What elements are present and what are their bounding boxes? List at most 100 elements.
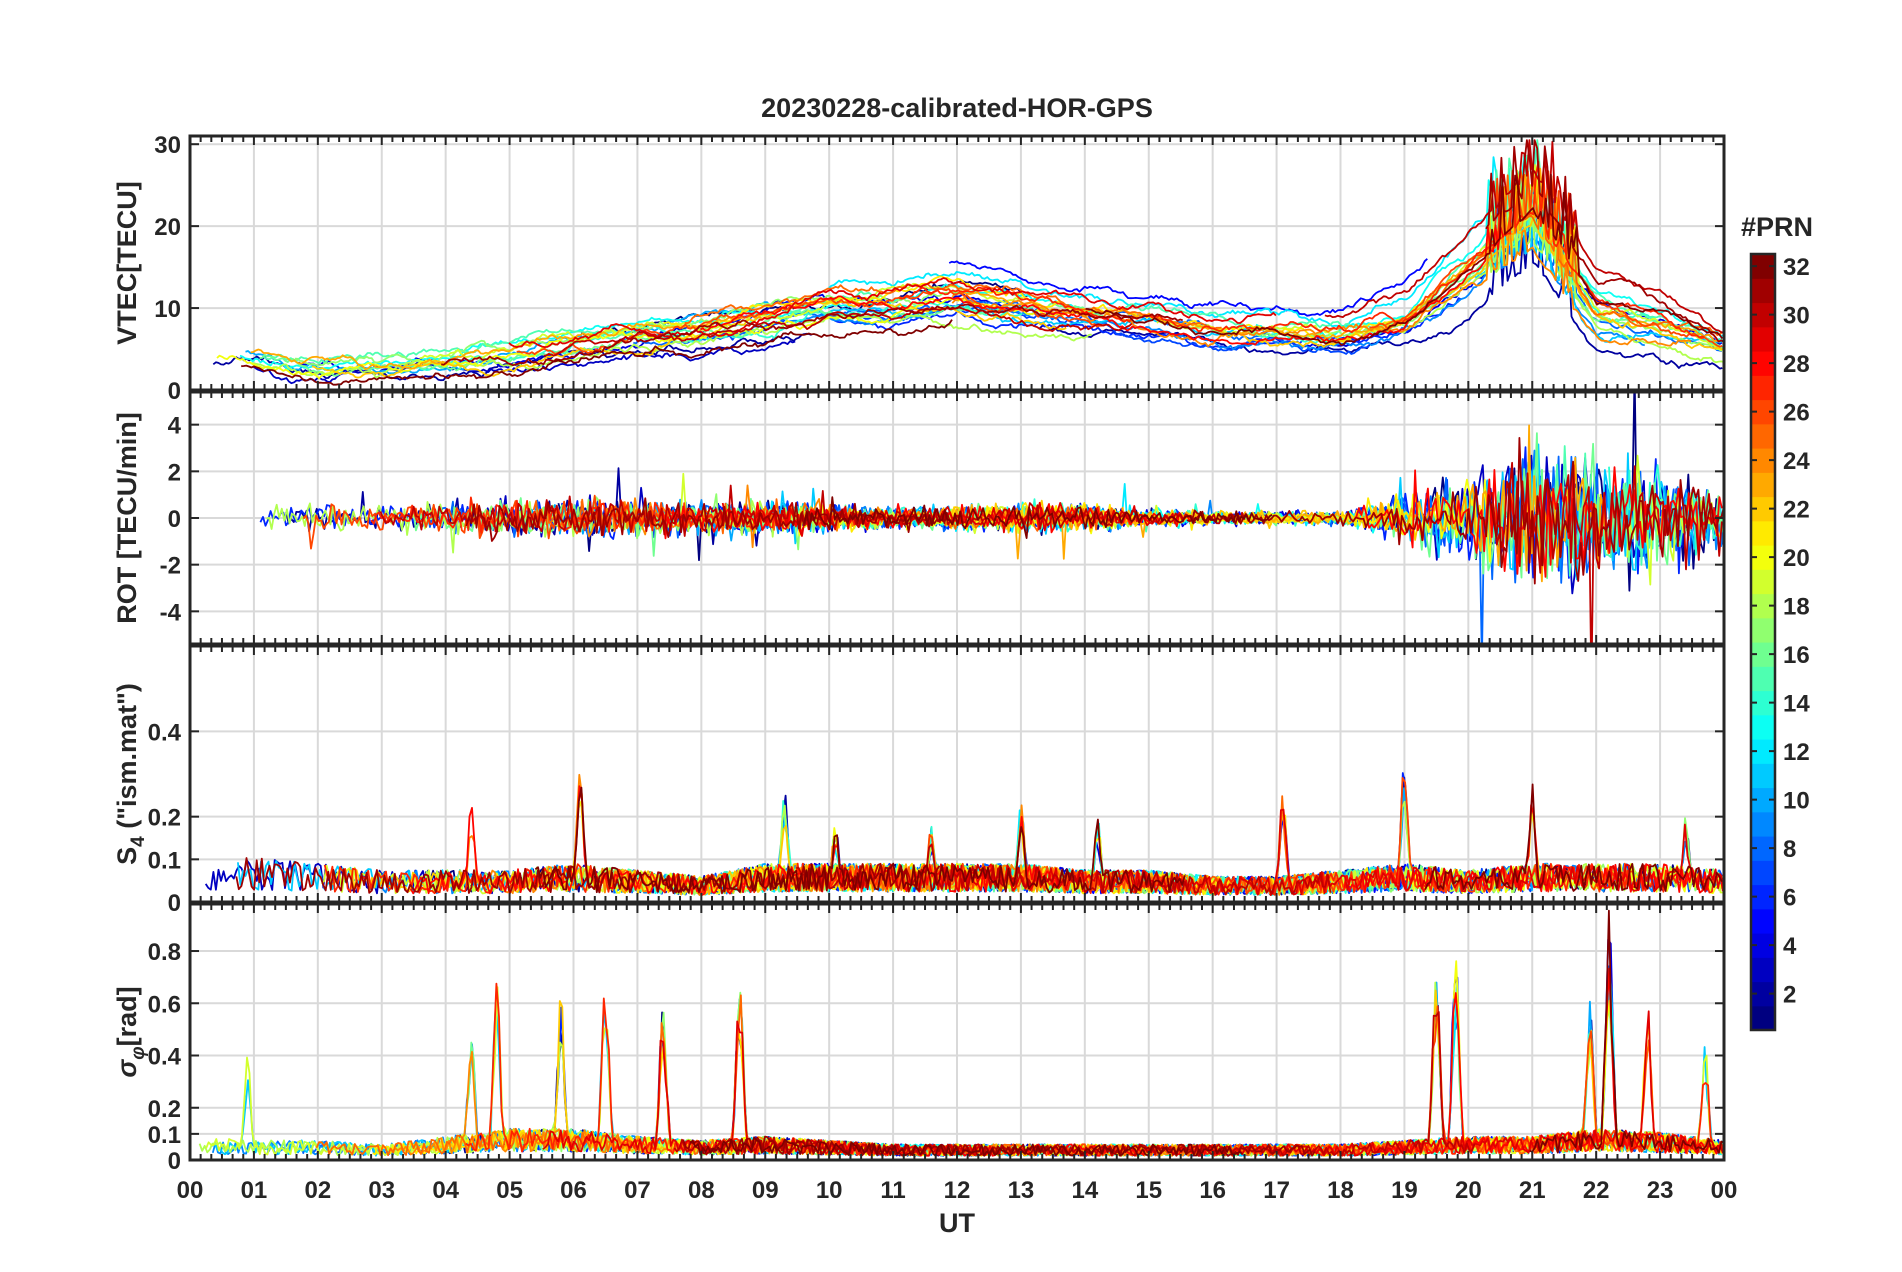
colorbar-swatch bbox=[1751, 957, 1775, 983]
y-tick-label-rot: -4 bbox=[160, 599, 182, 626]
x-tick-label: 16 bbox=[1199, 1177, 1226, 1204]
x-tick-label: 22 bbox=[1583, 1177, 1610, 1204]
y-tick-label-sigma_phi: 0.6 bbox=[148, 991, 181, 1018]
colorbar-tick-label: 12 bbox=[1783, 739, 1810, 766]
x-tick-label: 17 bbox=[1263, 1177, 1290, 1204]
series-vtec-prn-32 bbox=[1085, 173, 1723, 346]
y-tick-label-s4: 0.1 bbox=[148, 847, 181, 874]
x-axis-label: UT bbox=[939, 1208, 975, 1238]
series-vtec-prn-30 bbox=[1324, 139, 1724, 334]
colorbar-swatch bbox=[1751, 714, 1775, 740]
x-tick-label: 03 bbox=[368, 1177, 395, 1204]
x-tick-label: 12 bbox=[944, 1177, 971, 1204]
series-vtec-prn-18 bbox=[250, 313, 1092, 379]
colorbar-swatch bbox=[1751, 278, 1775, 304]
colorbar-tick-label: 28 bbox=[1783, 351, 1810, 378]
y-axis-label-s4: S4 ("ism.mat") bbox=[112, 683, 149, 865]
y-tick-label-rot: 4 bbox=[168, 413, 182, 440]
series-vtec-prn-27 bbox=[898, 160, 1705, 339]
x-tick-label: 09 bbox=[752, 1177, 779, 1204]
series-vtec-prn-25 bbox=[684, 283, 1222, 330]
colorbar-swatch bbox=[1751, 326, 1775, 352]
series-sigma_phi-prn-32 bbox=[689, 1136, 1243, 1157]
colorbar-swatch bbox=[1751, 569, 1775, 595]
x-tick-label: 00 bbox=[177, 1177, 204, 1204]
series-rot-prn-30 bbox=[1490, 461, 1723, 644]
y-tick-label-s4: 0.2 bbox=[148, 805, 181, 832]
x-tick-label: 00 bbox=[1711, 1177, 1738, 1204]
series-rot-prn-30 bbox=[379, 484, 1246, 537]
colorbar-tick-label: 20 bbox=[1783, 545, 1810, 572]
colorbar-tick-label: 24 bbox=[1783, 448, 1810, 475]
colorbar-tick-label: 8 bbox=[1783, 836, 1796, 863]
colorbar-tick-label: 2 bbox=[1783, 982, 1796, 1009]
y-tick-label-vtec: 0 bbox=[168, 378, 181, 405]
series-sigma_phi-prn-29 bbox=[1203, 1010, 1724, 1157]
series-vtec-prn-31 bbox=[1485, 139, 1724, 343]
panel-sigma-phi: 00.10.2 0.4 0.6 0.8 σφ[rad] bbox=[112, 902, 1726, 1175]
series-sigma_phi-prn-32 bbox=[1529, 909, 1724, 1154]
colorbar-swatch bbox=[1751, 423, 1775, 449]
colorbar-tick-label: 30 bbox=[1783, 303, 1810, 330]
x-tick-label: 06 bbox=[560, 1177, 587, 1204]
y-tick-label-s4: 0.4 bbox=[148, 719, 182, 746]
series-vtec-prn-20 bbox=[216, 297, 1107, 380]
x-tick-label: 05 bbox=[496, 1177, 523, 1204]
x-tick-label: 08 bbox=[688, 1177, 715, 1204]
series-s4-prn-32 bbox=[534, 786, 1186, 894]
colorbar-swatch bbox=[1751, 666, 1775, 692]
x-tick-label: 11 bbox=[880, 1177, 905, 1204]
colorbar-tick-label: 6 bbox=[1783, 885, 1796, 912]
colorbar-swatch bbox=[1751, 1005, 1775, 1031]
y-tick-label-sigma_phi: 0.2 bbox=[148, 1096, 181, 1123]
series-s4-prn-27 bbox=[1041, 862, 1723, 896]
series-vtec-prn-5 bbox=[948, 258, 1428, 317]
series-rot-prn-32 bbox=[803, 496, 1273, 539]
x-tick-label: 07 bbox=[624, 1177, 651, 1204]
grid-rot bbox=[190, 392, 1724, 644]
x-tick-label: 21 bbox=[1519, 1177, 1546, 1204]
colorbar-swatch bbox=[1751, 472, 1775, 498]
panel-s4: 0 0.1 0.2 0.4S4 ("ism.mat") bbox=[112, 644, 1726, 917]
colorbar-swatch bbox=[1751, 811, 1775, 837]
colorbar-swatch bbox=[1751, 908, 1775, 934]
y-tick-label-sigma_phi: 0.1 bbox=[148, 1122, 181, 1149]
grid-s4 bbox=[190, 646, 1724, 903]
colorbar-tick-label: 16 bbox=[1783, 642, 1810, 669]
colorbar-swatch bbox=[1751, 375, 1775, 401]
y-tick-label-rot: 0 bbox=[168, 506, 181, 533]
colorbar-tick-label: 32 bbox=[1783, 254, 1810, 281]
series-vtec-prn-29 bbox=[508, 277, 1277, 349]
chart-title: 20230228-calibrated-HOR-GPS bbox=[761, 93, 1153, 123]
series-vtec-prn-31 bbox=[441, 303, 1183, 367]
colorbar-swatch bbox=[1751, 617, 1775, 643]
series-vtec-prn-12 bbox=[828, 156, 1507, 328]
series-sigma_phi-prn-28 bbox=[1373, 967, 1722, 1155]
panel-vtec: 0 10 20 30 VTEC[TECU] bbox=[112, 132, 1726, 405]
x-tick-label: 01 bbox=[241, 1177, 268, 1204]
y-tick-label-rot: -2 bbox=[160, 553, 181, 580]
series-rot-prn-31 bbox=[465, 497, 951, 542]
y-tick-label-sigma_phi: 0.4 bbox=[148, 1044, 182, 1071]
y-tick-label-vtec: 10 bbox=[154, 296, 181, 323]
x-tick-label: 10 bbox=[816, 1177, 843, 1204]
x-tick-label: 04 bbox=[432, 1177, 459, 1204]
series-rot-prn-27 bbox=[370, 496, 861, 534]
x-tick-label: 18 bbox=[1327, 1177, 1354, 1204]
y-tick-label-s4: 0 bbox=[168, 890, 181, 917]
colorbar-tick-label: 4 bbox=[1783, 933, 1797, 960]
colorbar-tick-label: 18 bbox=[1783, 594, 1810, 621]
x-tick-label: 23 bbox=[1647, 1177, 1674, 1204]
colorbar-tick-label: 10 bbox=[1783, 788, 1810, 815]
y-axis-label-vtec: VTEC[TECU] bbox=[112, 181, 142, 345]
colorbar-swatch bbox=[1751, 763, 1775, 789]
x-tick-labels: 00 01 02 03 04 05 06 07 08 09 10 11 12 13 14 15 16 17 18 19… bbox=[177, 1177, 1738, 1204]
y-axis-label-rot: ROT [TECU/min] bbox=[112, 412, 142, 623]
y-tick-label-vtec: 30 bbox=[154, 132, 181, 159]
series-s4-prn-32 bbox=[1424, 783, 1723, 892]
colorbar-tick-label: 14 bbox=[1783, 691, 1810, 718]
colorbar-tick-label: 26 bbox=[1783, 400, 1810, 427]
colorbar-swatch bbox=[1751, 860, 1775, 886]
